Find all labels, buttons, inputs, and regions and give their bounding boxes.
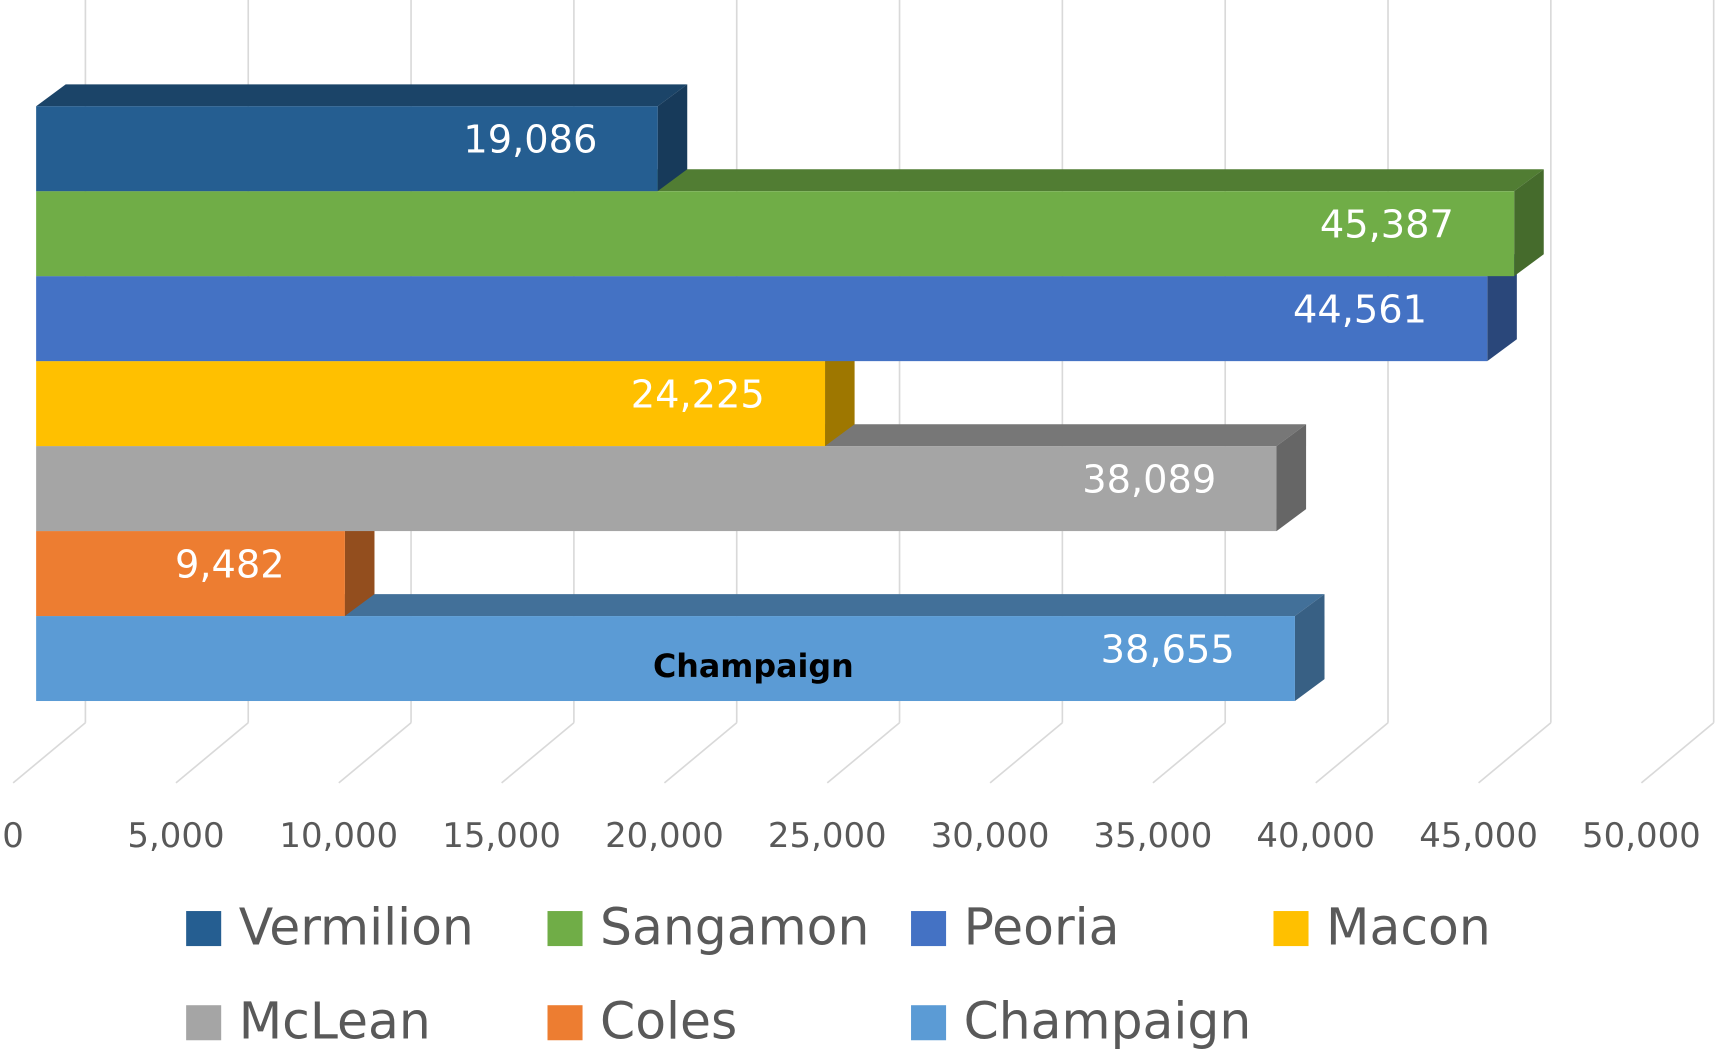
floor-grid-line: [989, 722, 1063, 784]
legend-label: Champaign: [964, 991, 1252, 1050]
value-label: 38,655: [1101, 627, 1235, 672]
bar-side: [344, 509, 375, 617]
x-tick-label: 40,000: [1256, 816, 1375, 856]
legend-label: Coles: [600, 991, 737, 1050]
bar-side: [657, 84, 688, 192]
bar: [36, 531, 345, 617]
x-tick-label: 10,000: [279, 816, 398, 856]
legend-label: Peoria: [964, 897, 1120, 956]
bar-side: [1514, 169, 1544, 277]
x-tick-label: 35,000: [1094, 816, 1213, 856]
bar: [36, 446, 1277, 532]
floor-grid-line: [1640, 722, 1715, 784]
legend-swatch: [911, 911, 947, 947]
legend-swatch: [547, 1005, 583, 1041]
bar-side: [1487, 254, 1517, 362]
x-tick-label: 15,000: [442, 816, 561, 856]
floor-grid-line: [1152, 722, 1226, 784]
floor-grid-line: [175, 722, 249, 784]
bar: [36, 361, 826, 447]
value-label: 9,482: [175, 542, 285, 587]
legend-swatch: [911, 1005, 947, 1041]
x-tick-label: 20,000: [605, 816, 724, 856]
legend-label: McLean: [239, 991, 431, 1050]
bar-top: [36, 84, 688, 107]
floor-grid-line: [501, 722, 575, 784]
value-label: 44,561: [1293, 288, 1427, 333]
legend-swatch: [1273, 911, 1309, 947]
x-tick-label: 0: [2, 816, 24, 856]
floor-grid-line: [338, 722, 412, 784]
x-tick-label: 45,000: [1419, 816, 1538, 856]
floor-grid-line: [663, 722, 738, 784]
bar: [36, 106, 658, 192]
x-tick-label: 25,000: [768, 816, 887, 856]
bar-side: [1276, 424, 1307, 532]
legend-swatch: [547, 911, 583, 947]
legend-label: Macon: [1326, 897, 1491, 956]
bar: [36, 276, 1488, 362]
category-label: Champaign: [653, 649, 854, 685]
floor-grid-line: [12, 722, 86, 784]
legend-label: Sangamon: [600, 897, 869, 956]
x-tick-label: 50,000: [1582, 816, 1701, 856]
floor-grid-line: [1478, 722, 1552, 784]
bar: [36, 616, 1295, 702]
floor-grid-line: [1315, 722, 1389, 784]
bar: [36, 191, 1515, 277]
x-tick-label: 5,000: [127, 816, 224, 856]
value-label: 38,089: [1082, 458, 1216, 503]
floor-grid-line: [826, 722, 901, 784]
bar-side: [1294, 594, 1325, 702]
value-label: 19,086: [463, 118, 597, 163]
legend-swatch: [186, 911, 222, 947]
x-tick-label: 30,000: [931, 816, 1050, 856]
legend-label: Vermilion: [239, 897, 474, 956]
bar-side: [825, 339, 855, 447]
value-label: 45,387: [1320, 203, 1454, 248]
value-label: 24,225: [631, 373, 765, 418]
legend-swatch: [186, 1005, 222, 1041]
